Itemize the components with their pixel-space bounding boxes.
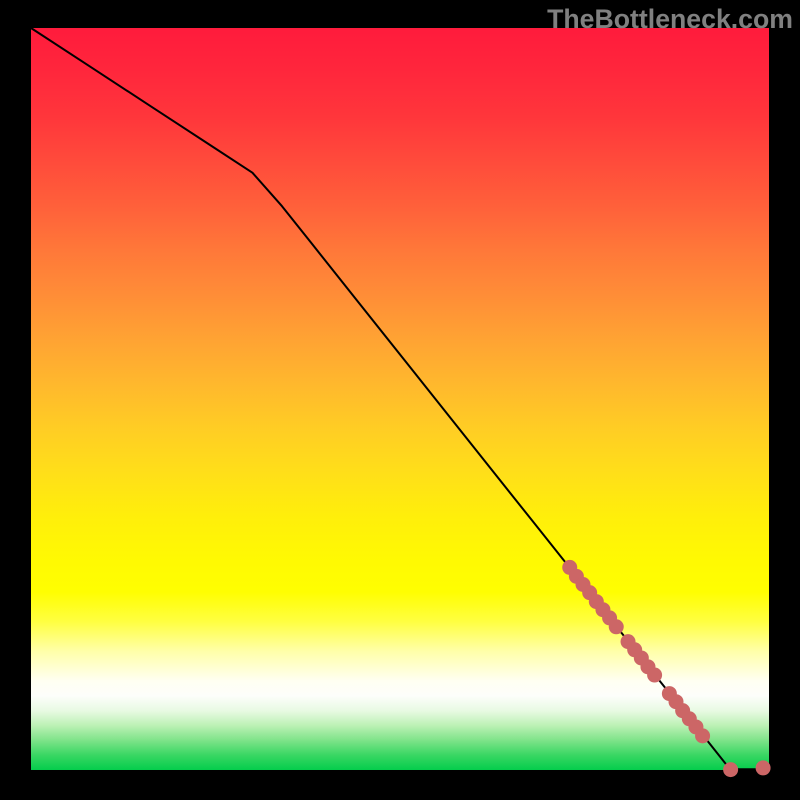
chart-stage: TheBottleneck.com (0, 0, 800, 800)
data-marker (647, 668, 662, 683)
bottleneck-chart (0, 0, 800, 800)
plot-background (31, 28, 769, 770)
data-marker (756, 760, 771, 775)
data-marker (723, 762, 738, 777)
data-marker (609, 619, 624, 634)
data-marker (695, 728, 710, 743)
